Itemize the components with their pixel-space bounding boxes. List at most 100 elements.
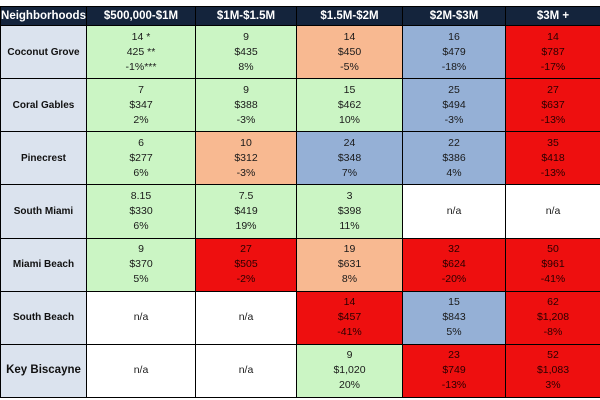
table-cell: 27 $505 -2% xyxy=(195,237,297,292)
cell-value: 62 xyxy=(547,296,559,309)
header-2m-3m: $2M-$3M xyxy=(402,6,506,26)
cell-value: 35 xyxy=(547,136,559,149)
cell-value: -13% xyxy=(441,379,467,392)
cell-value: 27 xyxy=(240,243,252,256)
cell-value: 14 xyxy=(547,30,559,43)
cell-value: 16 xyxy=(448,30,460,43)
cell-value: -3% xyxy=(236,166,256,179)
cell-value: 5% xyxy=(133,273,149,286)
table-cell: 15 $843 5% xyxy=(402,290,506,345)
cell-value: $624 xyxy=(442,258,466,271)
cell-value: 22 xyxy=(448,136,460,149)
cell-value: $386 xyxy=(442,151,466,164)
neighborhood-label: Miami Beach xyxy=(0,237,87,292)
cell-value: 7.5 xyxy=(238,189,254,202)
cell-value: 7% xyxy=(341,166,358,179)
cell-value: $370 xyxy=(129,258,153,271)
cell-value: -17% xyxy=(540,60,566,73)
cell-value: $398 xyxy=(337,204,362,217)
cell-value: -18% xyxy=(441,60,467,73)
cell-value: 6 xyxy=(138,136,144,149)
table-row: Pinecrest 6 $277 6% 10 $312 -3% 24 $348 7% 22 $386 4… xyxy=(0,131,600,186)
table-cell: 9 $1,020 20% xyxy=(296,343,403,399)
cell-value: 15 xyxy=(448,296,460,309)
table-cell: 14 * 425 ** -1%*** xyxy=(86,24,196,80)
cell-value: $457 xyxy=(337,311,362,324)
cell-value: 50 xyxy=(547,243,559,256)
cell-value: 10% xyxy=(338,113,360,126)
cell-value: $479 xyxy=(442,45,466,58)
table-cell: n/a xyxy=(505,184,600,239)
cell-value: 10 xyxy=(240,136,252,149)
cell-value: n/a xyxy=(545,204,561,217)
table-body: Coconut Grove 14 * 425 ** -1%*** 9 $435 8% 14 $4… xyxy=(0,24,600,399)
cell-value: n/a xyxy=(133,364,149,377)
cell-value: $637 xyxy=(541,98,565,111)
cell-value: 7 xyxy=(138,83,144,96)
cell-value: -8% xyxy=(543,326,563,339)
cell-value: $505 xyxy=(234,258,258,271)
header-1-5m-2m: $1.5M-$2M xyxy=(296,6,403,26)
cell-value: -2% xyxy=(236,273,256,286)
cell-value: 32 xyxy=(448,243,460,256)
cell-value: 52 xyxy=(547,349,559,362)
cell-value: 25 xyxy=(448,83,460,96)
cell-value: $787 xyxy=(541,45,565,58)
cell-value: 19% xyxy=(235,219,257,232)
cell-value: $312 xyxy=(234,151,258,164)
neighborhood-label: South Beach xyxy=(0,290,87,345)
table-cell: 7.5 $419 19% xyxy=(195,184,297,239)
cell-value: n/a xyxy=(238,311,254,324)
table-cell: 19 $631 8% xyxy=(296,237,403,292)
cell-value: 8.15 xyxy=(130,189,152,202)
cell-value: 6% xyxy=(133,166,149,179)
cell-value: -5% xyxy=(340,60,359,73)
cell-value: $435 xyxy=(234,45,258,58)
cell-value: 24 xyxy=(343,136,356,149)
cell-value: 3% xyxy=(545,379,561,392)
table-cell: 9 $435 8% xyxy=(195,24,297,80)
cell-value: 14 xyxy=(343,30,356,43)
table-cell: 27 $637 -13% xyxy=(505,78,600,133)
market-table-container: Neighborhoods $500,000-$1M $1M-$1.5M $1.… xyxy=(0,6,600,399)
table-cell: n/a xyxy=(195,343,297,399)
cell-value: 20% xyxy=(338,379,360,392)
cell-value: n/a xyxy=(238,364,254,377)
cell-value: $1,020 xyxy=(333,364,366,377)
cell-value: -3% xyxy=(444,113,464,126)
table-cell: 14 $787 -17% xyxy=(505,24,600,80)
cell-value: $388 xyxy=(234,98,258,111)
market-table: Neighborhoods $500,000-$1M $1M-$1.5M $1.… xyxy=(0,6,600,399)
cell-value: 6% xyxy=(133,219,149,232)
cell-value: 4% xyxy=(446,166,462,179)
table-row: South Beach n/a n/a 14 $457 -41% 15 $843 5% 62 $1,… xyxy=(0,290,600,345)
cell-value: $462 xyxy=(337,98,362,111)
table-cell: 9 $370 5% xyxy=(86,237,196,292)
cell-value: $450 xyxy=(337,45,362,58)
neighborhood-label: Coral Gables xyxy=(0,78,87,133)
cell-value: 23 xyxy=(448,349,460,362)
cell-value: 425 ** xyxy=(126,45,156,58)
header-3m-plus: $3M + xyxy=(505,6,600,26)
table-cell: n/a xyxy=(195,290,297,345)
cell-value: -20% xyxy=(441,273,467,286)
table-cell: 35 $418 -13% xyxy=(505,131,600,186)
table-row: Key Biscayne n/a n/a 9 $1,020 20% 23 $749 -13% 52… xyxy=(0,343,600,399)
cell-value: 14 * xyxy=(131,30,151,43)
cell-value: 19 xyxy=(343,243,356,256)
table-cell: 25 $494 -3% xyxy=(402,78,506,133)
cell-value: 5% xyxy=(446,326,462,339)
cell-value: 27 xyxy=(547,83,559,96)
cell-value: -41% xyxy=(540,273,566,286)
cell-value: 9 xyxy=(138,243,144,256)
neighborhood-label: Key Biscayne xyxy=(0,343,87,399)
cell-value: $347 xyxy=(129,98,153,111)
cell-value: $961 xyxy=(541,258,565,271)
table-cell: 24 $348 7% xyxy=(296,131,403,186)
table-cell: 16 $479 -18% xyxy=(402,24,506,80)
table-row: Coral Gables 7 $347 2% 9 $388 -3% 15 $462 10% 25 $4… xyxy=(0,78,600,133)
table-cell: 6 $277 6% xyxy=(86,131,196,186)
table-cell: 32 $624 -20% xyxy=(402,237,506,292)
cell-value: -1%*** xyxy=(125,60,157,73)
cell-value: $330 xyxy=(129,204,153,217)
